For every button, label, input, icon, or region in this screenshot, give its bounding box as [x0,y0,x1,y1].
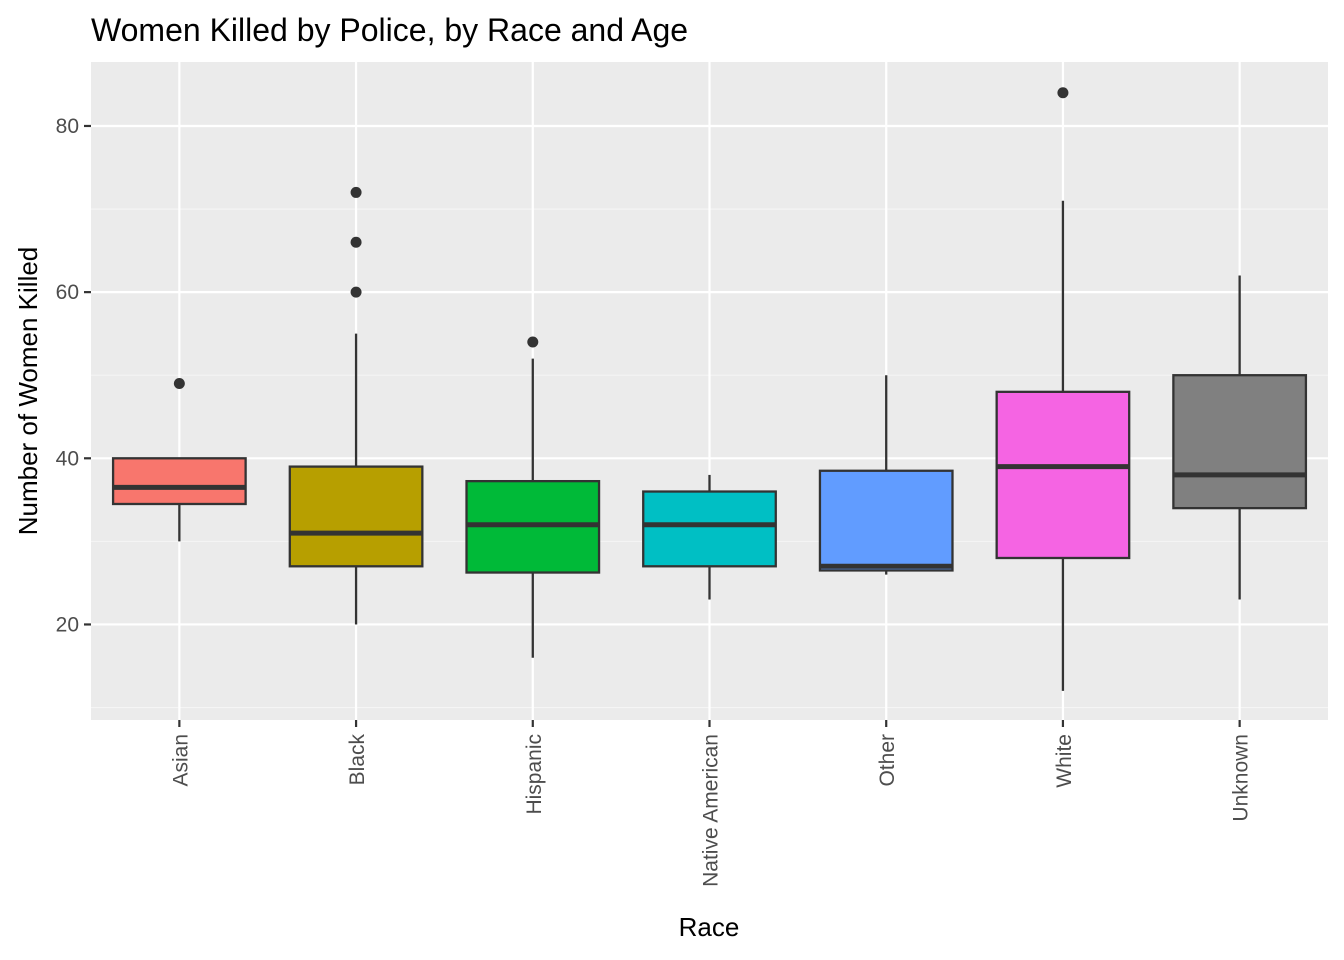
box-asian [111,378,247,542]
x-tick-label: Asian [169,734,192,787]
box-white [995,87,1131,691]
box-hispanic [465,336,601,658]
x-tick-label: Native American [700,734,723,887]
box-black [288,186,424,625]
box-body [995,390,1131,560]
y-axis-title: Number of Women Killed [13,247,43,536]
boxes [111,87,1308,691]
box-body [111,457,247,506]
x-tick-label: Unknown [1230,734,1253,822]
box-native-american [642,474,777,600]
y-tick-label: 80 [56,115,79,138]
x-tick-label: White [1053,734,1076,788]
x-axis: Asian Black Hispanic Native American Other Wh… [169,720,1253,887]
box-body [642,490,777,568]
x-tick-label: Other [876,734,899,787]
outlier-point [527,336,539,348]
y-tick-label: 60 [56,281,79,304]
outlier-point [173,378,185,390]
box-body [818,469,954,572]
box-unknown [1172,275,1308,600]
y-tick-label: 20 [56,613,79,636]
outlier-point [350,186,362,198]
x-axis-title: Race [679,912,740,942]
x-tick-label: Hispanic [523,734,546,815]
y-tick-label: 40 [56,447,79,470]
chart-title: Women Killed by Police, by Race and Age [91,12,688,48]
outlier-point [1057,87,1069,99]
box-body [288,465,424,568]
outlier-point [350,286,362,298]
box-body [1172,374,1308,510]
x-tick-label: Black [346,734,369,786]
box-other [818,375,954,575]
y-axis: 20 40 60 80 [56,115,91,636]
outlier-point [350,236,362,248]
